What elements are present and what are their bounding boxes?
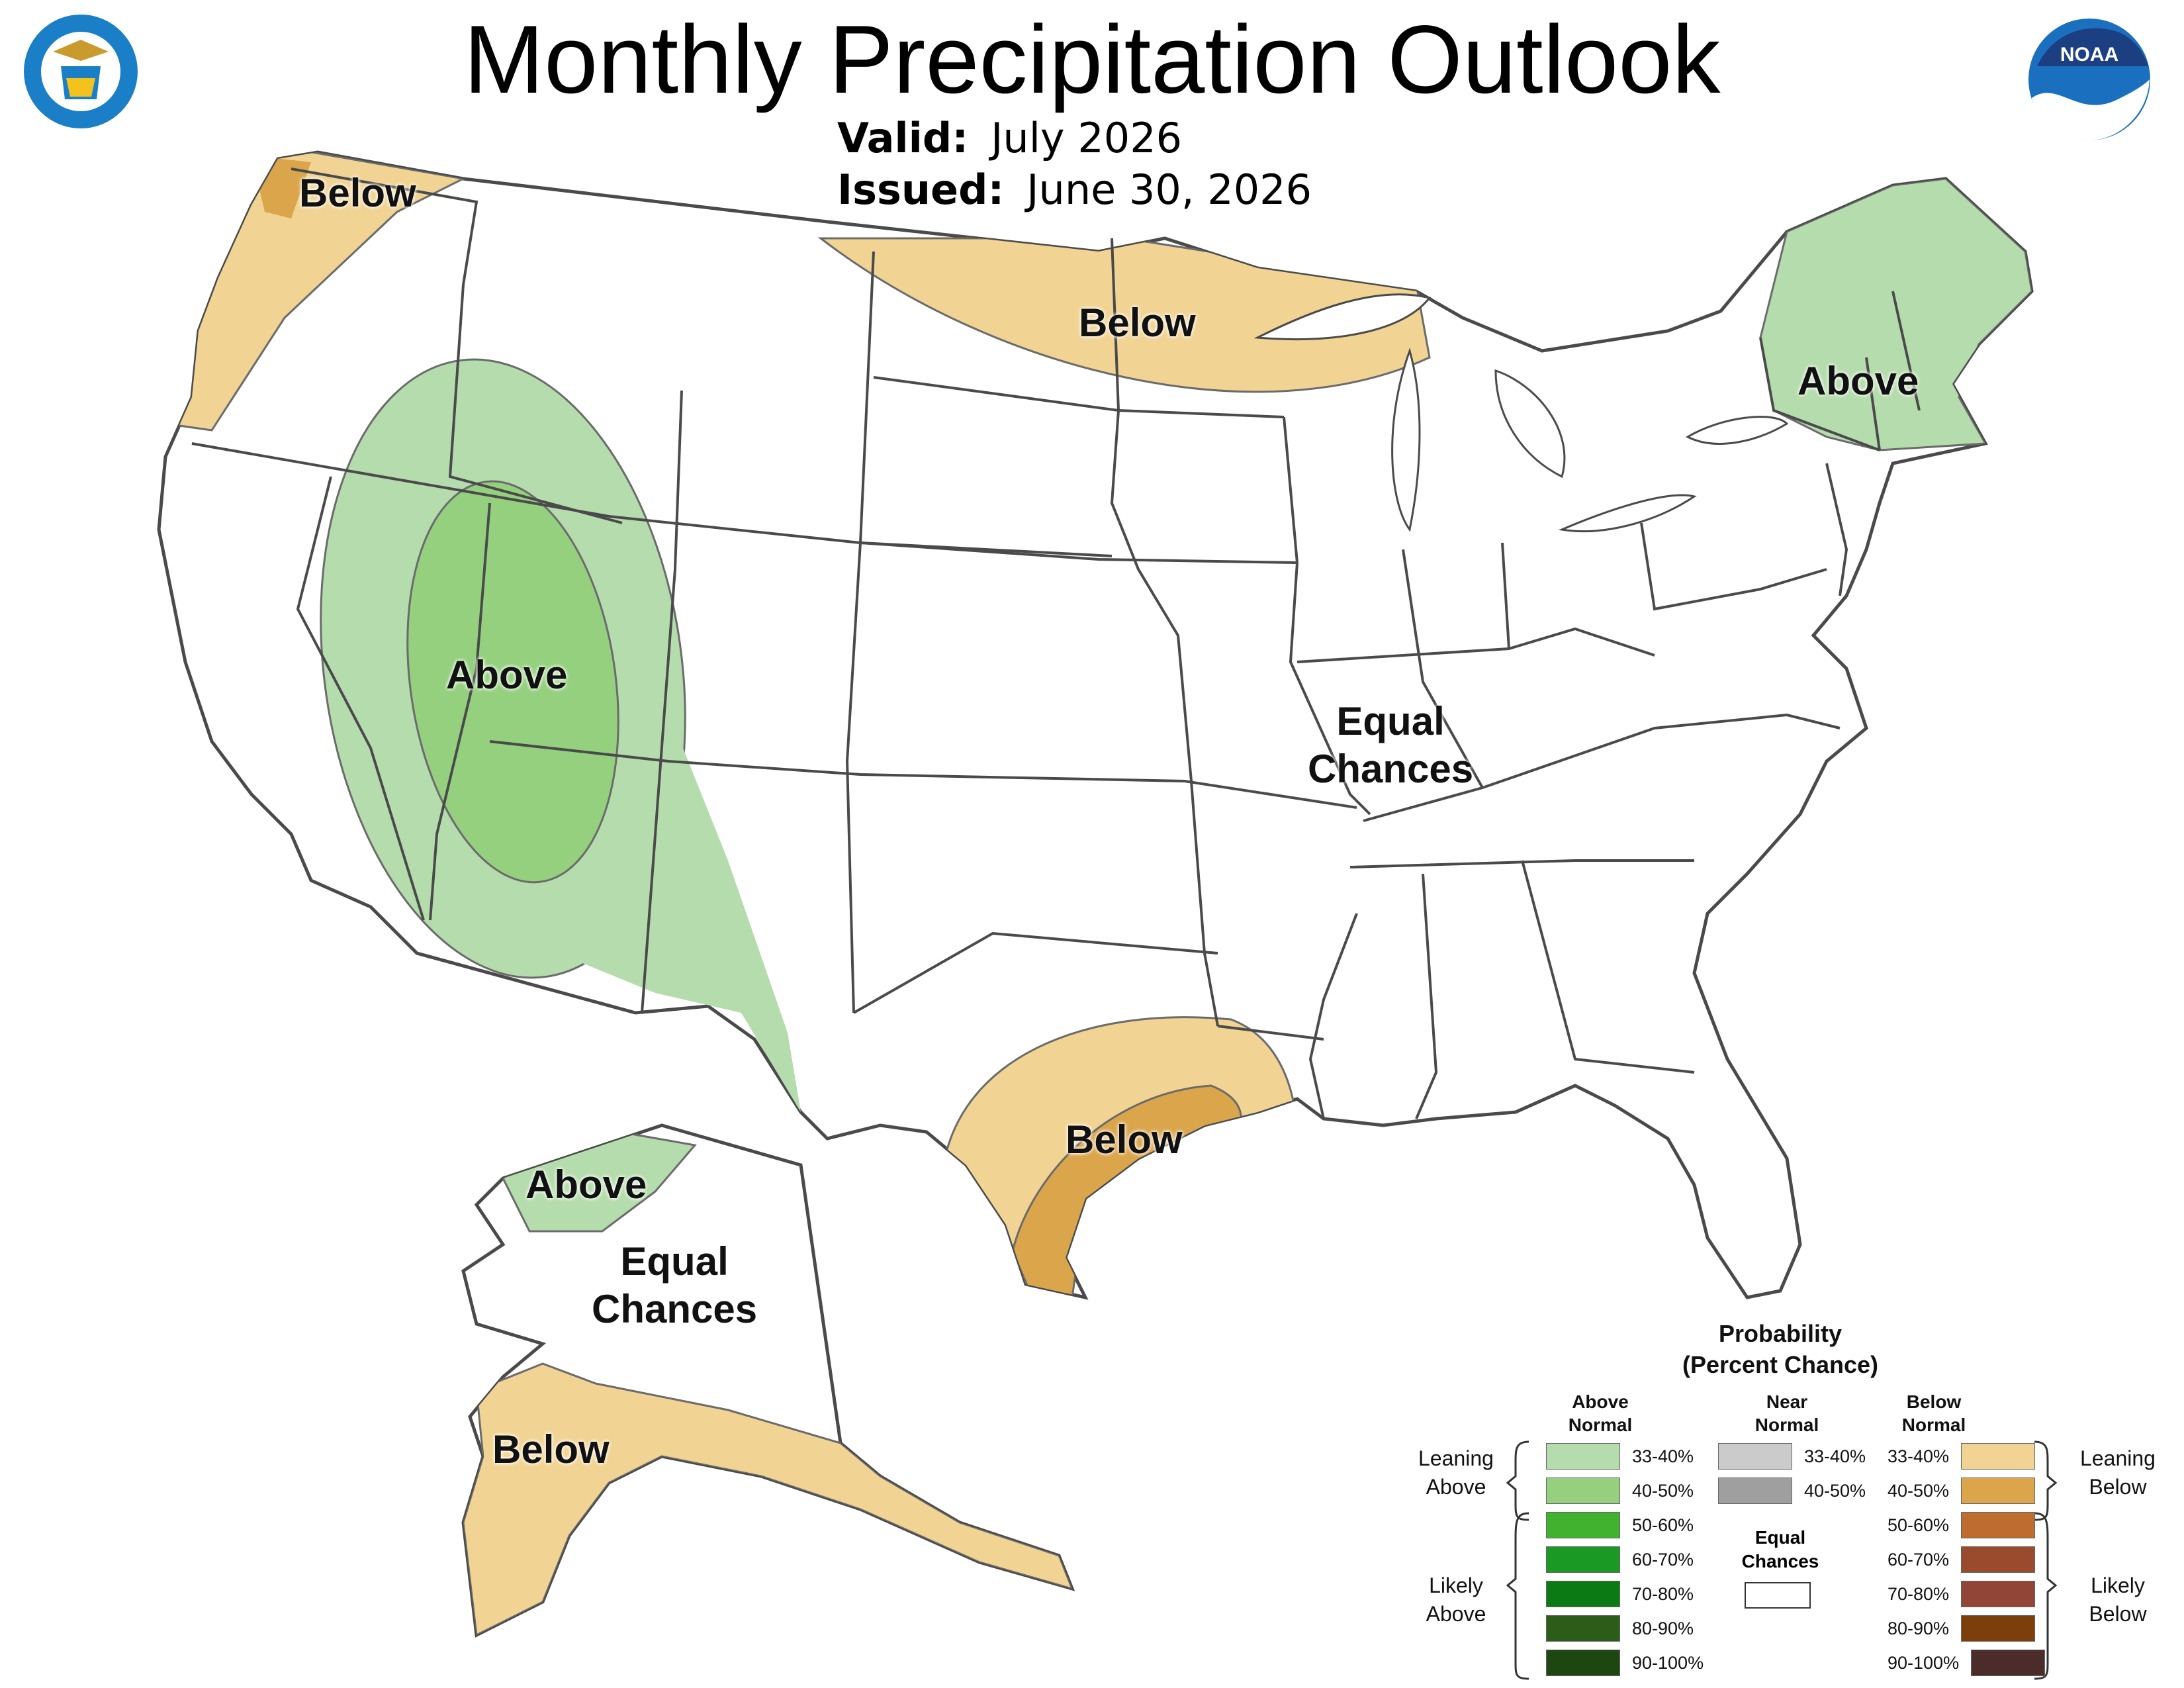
issued-label: Issued: <box>837 165 1005 214</box>
region-label-texas-gulf: Below <box>1066 1117 1183 1162</box>
legend-below-row: 90-100% <box>1888 1648 2046 1677</box>
legend-near-label: 33-40% <box>1804 1446 1866 1466</box>
legend-below-label: 60-70% <box>1888 1549 1950 1570</box>
department-of-commerce-seal-icon <box>24 15 138 128</box>
legend-likely-below: Likely Below <box>2089 1573 2147 1626</box>
legend-above-row: 90-100% <box>1546 1648 1704 1677</box>
legend-above-swatch <box>1546 1546 1620 1573</box>
legend-below-row: 80-90% <box>1888 1614 2036 1643</box>
legend-above-swatch <box>1546 1615 1620 1642</box>
legend-below-label: 33-40% <box>1888 1446 1950 1466</box>
legend-below-head: Below Normal <box>1901 1391 1966 1435</box>
legend-below-swatch <box>1961 1477 2036 1504</box>
region-label-northern-plains: Below <box>1079 301 1196 345</box>
region-label-pacific-northwest: Below <box>299 171 416 215</box>
southwest-above-inner <box>406 480 619 884</box>
legend-above-label: 80-90% <box>1632 1618 1694 1638</box>
legend-above-label: 33-40% <box>1632 1446 1694 1466</box>
region-label-east-central: Equal Chances <box>1308 699 1474 791</box>
legend-below-label: 40-50% <box>1888 1480 1950 1501</box>
noaa-logo-text: NOAA <box>2060 44 2118 66</box>
legend-below-label: 50-60% <box>1888 1515 1950 1535</box>
legend-below-swatch <box>1961 1615 2036 1642</box>
noaa-logo-icon <box>2028 19 2150 140</box>
legend-leaning-above: Leaning Above <box>1418 1446 1494 1499</box>
legend-above-row: 70-80% <box>1546 1579 1694 1609</box>
legend-above-swatch <box>1546 1512 1620 1538</box>
legend-below-swatch <box>1961 1443 2036 1470</box>
valid-label: Valid: <box>837 114 969 162</box>
legend-above-row: 80-90% <box>1546 1614 1694 1643</box>
region-label-new-england: Above <box>1797 359 1919 403</box>
great-lakes <box>1253 293 1789 532</box>
legend-near-row: 33-40% <box>1718 1442 1866 1471</box>
legend-below-label: 70-80% <box>1888 1583 1950 1604</box>
legend-above-row: 50-60% <box>1546 1511 1694 1540</box>
legend-below-row: 50-60% <box>1888 1511 2036 1540</box>
page-title: Monthly Precipitation Outlook <box>463 5 1721 113</box>
valid-value: July 2026 <box>991 114 1183 162</box>
region-label-alaska-south: Below <box>492 1427 610 1472</box>
legend-below-swatch <box>1961 1546 2036 1573</box>
legend-leaning-below: Leaning Below <box>2080 1446 2156 1499</box>
legend-below-swatch <box>1961 1581 2036 1607</box>
legend-below-label: 90-100% <box>1888 1652 1960 1673</box>
issued-date: Issued: June 30, 2026 <box>837 165 1312 214</box>
legend-below-swatch <box>1961 1512 2036 1538</box>
legend-equal-chances-swatch <box>1745 1582 1811 1609</box>
legend-above-label: 50-60% <box>1632 1515 1694 1535</box>
legend-likely-above: Likely Above <box>1426 1573 1486 1626</box>
state-boundaries <box>191 167 1921 1119</box>
legend-title: Probability (Percent Chance) <box>1682 1320 1879 1378</box>
legend-below-row: 33-40% <box>1888 1442 2036 1471</box>
legend-below-swatch <box>1971 1650 2046 1676</box>
legend-equal-chances-label: Equal Chances <box>1741 1527 1819 1572</box>
legend-above-row: 40-50% <box>1546 1476 1694 1505</box>
issued-value: June 30, 2026 <box>1026 165 1312 214</box>
region-label-alaska-north: Above <box>525 1162 647 1207</box>
legend-above-row: 33-40% <box>1546 1442 1694 1471</box>
region-label-alaska-interior: Equal Chances <box>592 1239 758 1331</box>
legend-above-swatch <box>1546 1443 1620 1470</box>
region-label-southwest: Above <box>446 653 568 697</box>
northern-plains-below-area <box>817 237 1431 393</box>
legend-above-swatch <box>1546 1650 1620 1676</box>
legend-above-label: 70-80% <box>1632 1583 1694 1604</box>
legend-below-row: 60-70% <box>1888 1545 2036 1574</box>
legend-near-swatch <box>1718 1477 1792 1504</box>
legend-above-swatch <box>1546 1477 1620 1504</box>
legend-near-label: 40-50% <box>1804 1480 1866 1501</box>
valid-period: Valid: July 2026 <box>837 114 1182 162</box>
legend-above-label: 40-50% <box>1632 1480 1694 1501</box>
legend-below-row: 40-50% <box>1888 1476 2036 1505</box>
legend-above-head: Above Normal <box>1568 1391 1633 1435</box>
legend-below-label: 80-90% <box>1888 1618 1950 1638</box>
legend-above-label: 90-100% <box>1632 1652 1704 1673</box>
legend-above-swatch <box>1546 1581 1620 1607</box>
legend-near-swatch <box>1718 1443 1792 1470</box>
legend-above-label: 60-70% <box>1632 1549 1694 1570</box>
legend-above-row: 60-70% <box>1546 1545 1694 1574</box>
legend-below-row: 70-80% <box>1888 1579 2036 1609</box>
legend-near-row: 40-50% <box>1718 1476 1866 1505</box>
legend-near-head: Near Normal <box>1754 1391 1819 1435</box>
legend-brackets <box>1506 1440 2058 1680</box>
